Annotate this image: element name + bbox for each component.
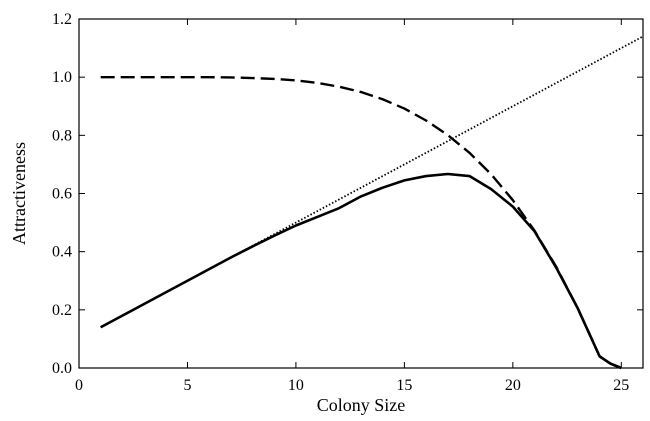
x-tick-label: 25 (613, 377, 629, 394)
x-tick-label: 10 (288, 377, 304, 394)
x-tick-label: 0 (75, 377, 83, 394)
axis-tick-labels: 0 5 10 15 20 25 0.0 0.2 0.4 0.6 0.8 1.0 1.2 (52, 11, 629, 394)
x-tick-label: 15 (396, 377, 412, 394)
x-tick-label: 20 (505, 377, 521, 394)
y-tick-label: 0.6 (52, 186, 72, 203)
series-line-dashed (100, 75, 622, 370)
x-axis-title: Colony Size (317, 395, 406, 415)
series-line-solid (100, 172, 622, 370)
plot-area-frame (78, 18, 644, 369)
y-tick-label: 0.4 (52, 244, 72, 261)
x-tick-label: 5 (183, 377, 191, 394)
axis-ticks (78, 18, 643, 369)
y-tick-label: 1.0 (52, 69, 72, 86)
y-tick-label: 0.8 (52, 127, 72, 144)
plot-lines (100, 35, 644, 370)
y-tick-label: 1.2 (52, 11, 72, 28)
y-tick-label: 0.2 (52, 302, 72, 319)
y-axis-title: Attractiveness (9, 142, 29, 245)
y-tick-label: 0.0 (52, 360, 72, 377)
